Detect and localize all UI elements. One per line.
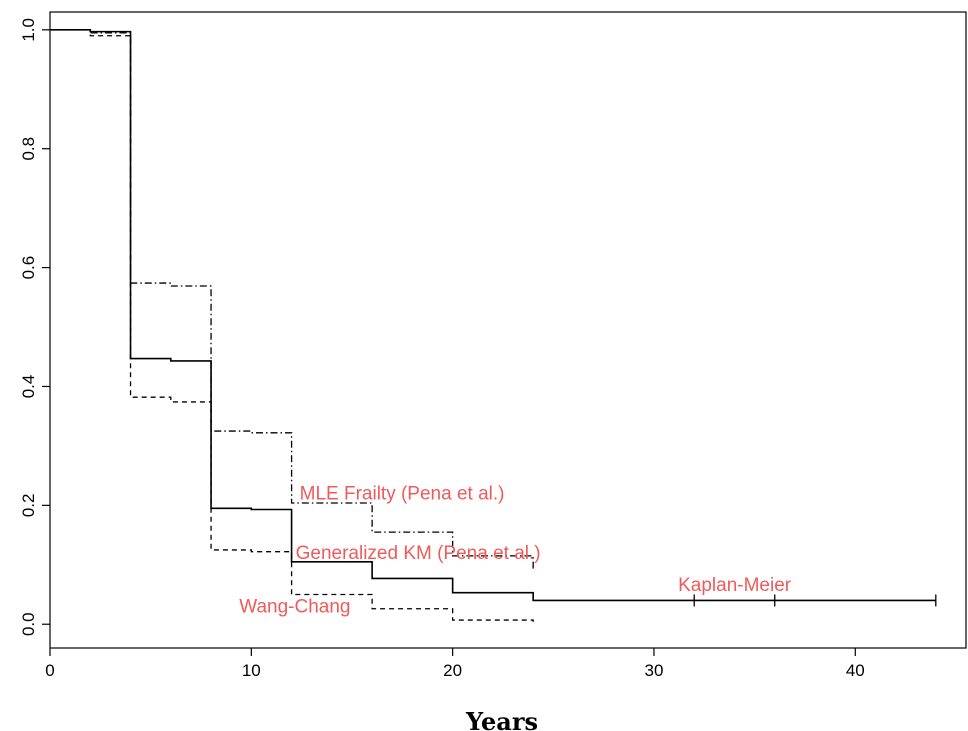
x-tick-label-2: 20 (443, 661, 462, 680)
annotation-1: Generalized KM (Pena et al.) (296, 543, 541, 564)
y-tick-label-5: 1.0 (19, 18, 38, 42)
annotation-3: Kaplan-Meier (678, 575, 792, 596)
series-layer (50, 29, 937, 622)
y-tick-label-0: 0.0 (19, 612, 38, 636)
y-tick-label-2: 0.4 (19, 375, 38, 399)
series-line-1 (50, 29, 534, 571)
series-line-2 (50, 29, 534, 622)
x-tick-label-3: 30 (644, 661, 663, 680)
x-axis-label: Years (465, 707, 538, 731)
annotation-layer: MLE Frailty (Pena et al.) Generalized KM … (239, 483, 792, 617)
series-line-0 (50, 29, 936, 602)
y-tick-label-4: 0.8 (19, 137, 38, 161)
x-tick-label-1: 10 (242, 661, 261, 680)
plot-frame (49, 11, 967, 649)
y-axis: 0.0 0.2 0.4 0.6 0.8 1.0 (19, 18, 50, 636)
annotation-2: Wang-Chang (239, 596, 350, 617)
x-tick-label-4: 40 (846, 661, 865, 680)
annotation-0: MLE Frailty (Pena et al.) (300, 483, 505, 504)
x-tick-label-0: 0 (45, 661, 54, 680)
x-axis: 0 10 20 30 40 (45, 648, 865, 680)
y-tick-label-1: 0.2 (19, 494, 38, 518)
y-tick-label-3: 0.6 (19, 256, 38, 280)
